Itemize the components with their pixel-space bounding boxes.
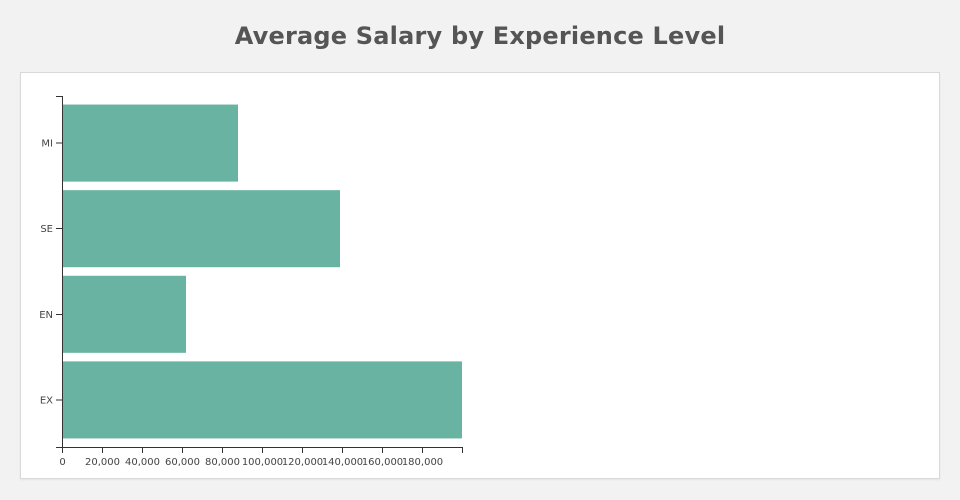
x-tick-label: 180,000	[402, 457, 443, 468]
bar-chart: MI SE EN EX 0 20,000 40,000 60,000 80,000 100,00…	[39, 96, 463, 468]
x-tick-label: 80,000	[205, 457, 240, 468]
bar-ex	[62, 361, 462, 439]
chart-title: Average Salary by Experience Level	[234, 22, 726, 50]
x-tick-label: 140,000	[322, 457, 363, 468]
x-tick-label: 60,000	[165, 457, 200, 468]
x-tick-label: 160,000	[362, 457, 403, 468]
bar-en	[62, 275, 186, 353]
y-tick-label: EX	[40, 395, 53, 406]
y-axis-line	[56, 96, 63, 448]
x-tick-label: 120,000	[282, 457, 323, 468]
bar-se	[62, 190, 340, 268]
bar-mi	[62, 104, 238, 182]
bars-group	[62, 104, 462, 439]
x-tick-label: 0	[59, 457, 65, 468]
y-tick-label: SE	[40, 224, 53, 235]
y-axis: MI SE EN EX	[39, 96, 63, 448]
x-tick-label: 20,000	[85, 457, 120, 468]
x-tick-label: 40,000	[125, 457, 160, 468]
y-tick-label: MI	[41, 139, 53, 150]
chart-card: MI SE EN EX 0 20,000 40,000 60,000 80,000 100,00…	[20, 72, 940, 479]
x-tick-label: 100,000	[242, 457, 283, 468]
x-axis: 0 20,000 40,000 60,000 80,000 100,000120,0001…	[59, 447, 463, 468]
y-tick-label: EN	[39, 310, 53, 321]
